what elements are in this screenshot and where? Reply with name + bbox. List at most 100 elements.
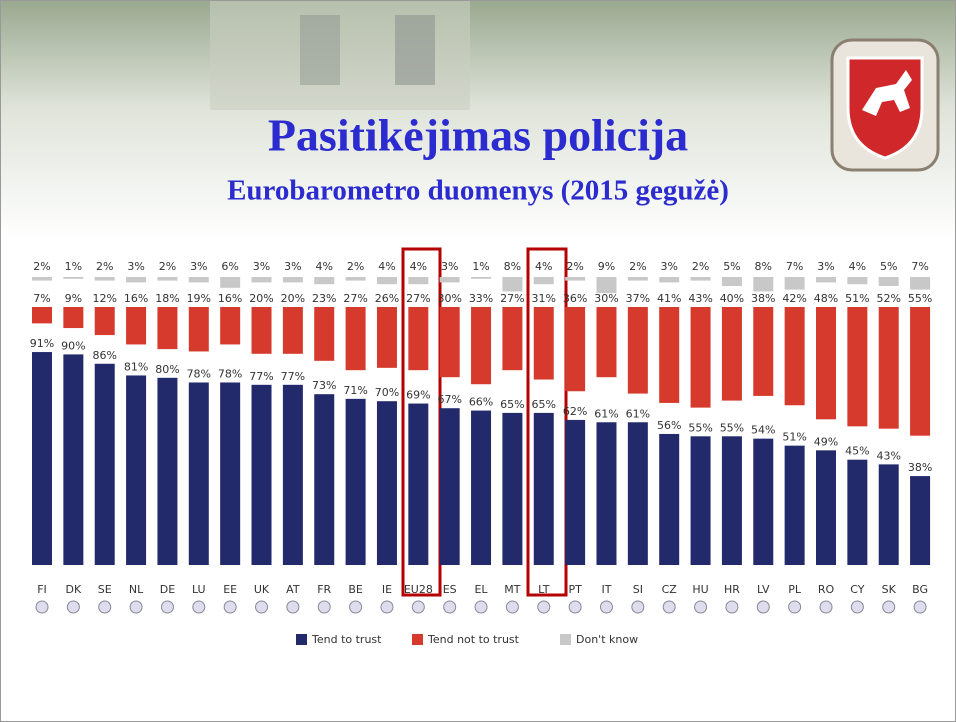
x-tick-label: UK — [254, 583, 270, 596]
value-label: 2% — [347, 260, 364, 273]
value-label: 3% — [817, 260, 834, 273]
value-label: 51% — [782, 431, 806, 444]
bar — [157, 277, 178, 281]
flag — [443, 600, 457, 614]
window — [395, 15, 435, 85]
value-label: 3% — [660, 260, 677, 273]
flag — [725, 600, 739, 614]
legend-label: Tend not to trust — [427, 633, 520, 646]
value-label: 4% — [316, 260, 333, 273]
bar — [32, 307, 52, 324]
value-label: 3% — [127, 260, 144, 273]
bar — [784, 277, 805, 290]
value-label: 4% — [849, 260, 866, 273]
legend-label: Tend to trust — [311, 633, 382, 646]
legend-label: Don't know — [576, 633, 638, 646]
flag — [756, 600, 770, 614]
bar — [63, 354, 84, 565]
value-label: 77% — [249, 370, 273, 383]
value-label: 52% — [876, 292, 900, 305]
bar — [533, 277, 554, 285]
bar — [408, 403, 429, 565]
x-tick-label: FI — [37, 583, 47, 596]
bar — [502, 277, 523, 292]
value-label: 37% — [626, 292, 650, 305]
bar — [565, 307, 586, 392]
value-label: 86% — [92, 349, 116, 362]
value-label: 27% — [406, 292, 430, 305]
bar — [847, 307, 868, 427]
x-tick-label: BE — [348, 583, 363, 596]
value-label: 65% — [500, 398, 524, 411]
bar — [251, 277, 272, 283]
value-label: 43% — [876, 449, 900, 462]
flag — [192, 600, 206, 614]
value-label: 45% — [845, 445, 869, 458]
x-tick-label: IT — [601, 583, 611, 596]
bar — [753, 307, 774, 396]
value-label: 2% — [629, 260, 646, 273]
flag — [599, 600, 613, 614]
value-label: 8% — [755, 260, 772, 273]
subtitle: Eurobarometro duomenys (2015 gegužė) — [227, 175, 729, 207]
flag — [286, 600, 300, 614]
flag — [850, 600, 864, 614]
bar — [690, 436, 711, 565]
window — [300, 15, 340, 85]
bar — [721, 307, 742, 401]
bar — [439, 277, 460, 283]
bar — [282, 277, 303, 283]
bar — [157, 307, 178, 350]
bar — [847, 459, 868, 565]
value-label: 78% — [187, 367, 211, 380]
bar — [502, 307, 523, 371]
bar — [63, 307, 84, 329]
value-label: 33% — [469, 292, 493, 305]
value-label: 27% — [343, 292, 367, 305]
x-tick-label: ES — [443, 583, 457, 596]
bar — [721, 277, 742, 286]
x-tick-label: LT — [538, 583, 550, 596]
bar — [910, 476, 931, 565]
flag — [317, 600, 331, 614]
bar — [627, 422, 648, 565]
x-tick-label: DE — [160, 583, 175, 596]
bar — [314, 307, 335, 361]
value-label: 65% — [532, 398, 556, 411]
flag — [662, 600, 676, 614]
value-label: 90% — [61, 339, 85, 352]
bar — [408, 277, 429, 285]
x-tick-label: LV — [757, 583, 770, 596]
bar — [753, 277, 774, 292]
value-label: 4% — [535, 260, 552, 273]
value-label: 4% — [378, 260, 395, 273]
flag — [66, 600, 80, 614]
bar — [282, 384, 303, 565]
bar — [847, 277, 868, 285]
value-label: 7% — [33, 292, 50, 305]
bar — [345, 307, 366, 371]
value-label: 3% — [441, 260, 458, 273]
value-label: 26% — [375, 292, 399, 305]
flag — [537, 600, 551, 614]
value-label: 36% — [563, 292, 587, 305]
value-label: 54% — [751, 424, 775, 437]
bar — [596, 422, 617, 565]
flag — [160, 600, 174, 614]
bar — [533, 412, 554, 565]
value-label: 38% — [751, 292, 775, 305]
flag — [568, 600, 582, 614]
value-label: 38% — [908, 461, 932, 474]
header-background — [0, 0, 956, 240]
value-label: 3% — [284, 260, 301, 273]
bar — [32, 352, 52, 565]
bar — [188, 277, 209, 283]
x-tick-label: CZ — [662, 583, 678, 596]
value-label: 23% — [312, 292, 336, 305]
value-label: 2% — [566, 260, 583, 273]
x-tick-label: EU28 — [404, 583, 433, 596]
bar — [126, 277, 147, 283]
value-label: 61% — [594, 407, 618, 420]
bar — [376, 307, 397, 368]
bar — [502, 412, 523, 565]
